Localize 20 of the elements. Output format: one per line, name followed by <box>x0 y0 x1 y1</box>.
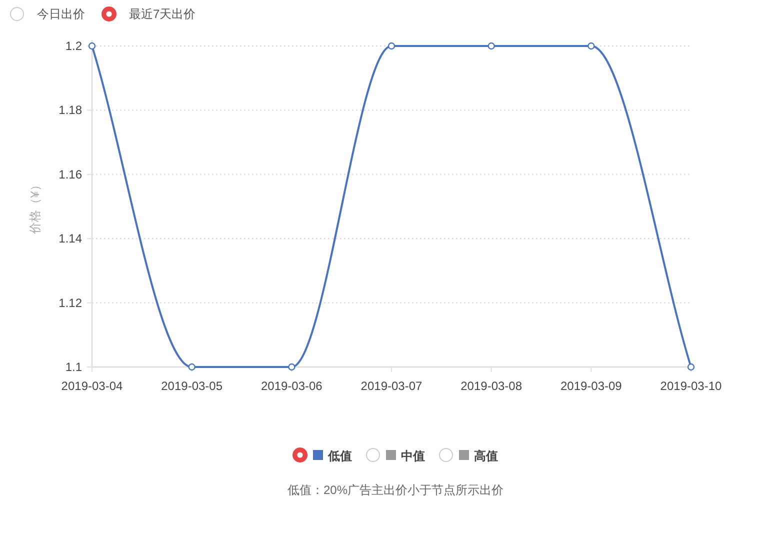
x-tick-label: 2019-03-08 <box>460 379 522 393</box>
legend-label: 低值 <box>327 449 352 463</box>
x-tick-label: 2019-03-05 <box>161 379 223 393</box>
x-tick-label: 2019-03-09 <box>560 379 622 393</box>
x-tick-label: 2019-03-04 <box>61 379 124 393</box>
y-tick-label: 1.12 <box>58 296 82 310</box>
legend-label: 中值 <box>401 449 425 463</box>
y-axis-title: 价格（¥） <box>28 179 42 235</box>
y-tick-label: 1.14 <box>58 232 82 246</box>
legend: 低值 中值 高值 <box>292 448 498 463</box>
y-tick-label: 1.16 <box>58 167 82 182</box>
toggles: 今日出价 最近7天出价 <box>10 6 196 22</box>
text: 低值：20%广告主出价小于节点所示出价 <box>287 483 504 497</box>
x-tick-label: 2019-03-07 <box>360 379 423 393</box>
y-tick-label: 1.2 <box>65 39 82 53</box>
legend-label: 高值 <box>474 449 498 463</box>
y-tick-label: 1.1 <box>65 360 82 374</box>
x-tick-label: 2019-03-06 <box>260 379 323 393</box>
y-tick-label: 1.18 <box>58 103 82 118</box>
x-tick-label: 2019-03-10 <box>660 379 722 393</box>
